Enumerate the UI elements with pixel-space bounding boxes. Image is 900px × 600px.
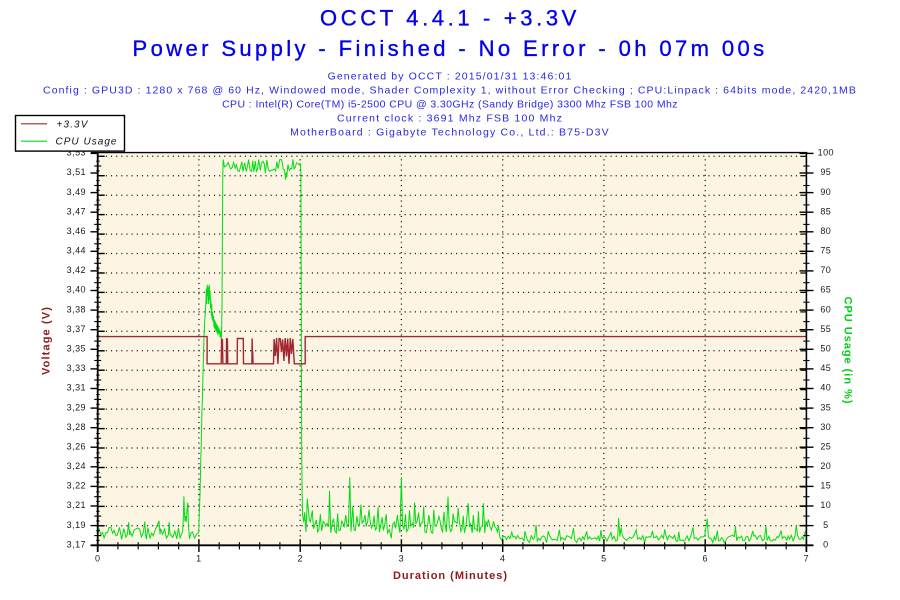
svg-text:80: 80 [820, 226, 831, 236]
svg-text:7: 7 [804, 554, 809, 564]
svg-text:20: 20 [820, 461, 831, 471]
svg-text:3,42: 3,42 [67, 265, 86, 275]
svg-text:3,49: 3,49 [67, 187, 86, 197]
svg-text:55: 55 [820, 324, 831, 334]
svg-text:3,19: 3,19 [67, 520, 86, 530]
svg-text:Power Supply - Finished - No E: Power Supply - Finished - No Error - 0h … [133, 36, 768, 61]
svg-text:85: 85 [820, 206, 831, 216]
svg-text:95: 95 [820, 167, 831, 177]
svg-text:3,21: 3,21 [67, 500, 86, 510]
svg-text:Config : GPU3D : 1280 x 768 @: Config : GPU3D : 1280 x 768 @ 60 Hz, Win… [43, 85, 857, 97]
svg-text:Duration (Minutes): Duration (Minutes) [393, 570, 508, 582]
svg-text:30: 30 [820, 422, 831, 432]
svg-text:3,28: 3,28 [67, 422, 86, 432]
svg-text:3,44: 3,44 [67, 246, 86, 256]
svg-text:6: 6 [702, 554, 707, 564]
svg-text:5: 5 [601, 554, 606, 564]
svg-text:3,35: 3,35 [67, 344, 86, 354]
svg-text:35: 35 [820, 402, 831, 412]
svg-text:2: 2 [297, 554, 302, 564]
svg-text:3,33: 3,33 [67, 363, 86, 373]
svg-text:Generated by OCCT : 2015/01/31: Generated by OCCT : 2015/01/31 13:46:01 [328, 71, 573, 83]
svg-text:CPU Usage (in %): CPU Usage (in %) [841, 297, 853, 405]
svg-text:+3.3V: +3.3V [57, 119, 89, 130]
svg-text:3,47: 3,47 [67, 206, 86, 216]
svg-text:3,26: 3,26 [67, 441, 86, 451]
svg-text:3,46: 3,46 [67, 226, 86, 236]
svg-text:0: 0 [95, 554, 100, 564]
svg-text:10: 10 [820, 500, 831, 510]
svg-text:3,53: 3,53 [67, 148, 86, 158]
svg-text:MotherBoard : Gigabyte Technol: MotherBoard : Gigabyte Technology Co., L… [290, 127, 610, 139]
svg-text:3,51: 3,51 [67, 167, 86, 177]
svg-text:3,24: 3,24 [67, 461, 86, 471]
svg-text:Voltage (V): Voltage (V) [41, 306, 53, 375]
svg-text:5: 5 [823, 520, 828, 530]
svg-text:3,31: 3,31 [67, 383, 86, 393]
svg-text:CPU Usage: CPU Usage [56, 137, 118, 148]
svg-text:3: 3 [399, 554, 404, 564]
svg-text:60: 60 [820, 304, 831, 314]
svg-text:3,37: 3,37 [67, 324, 86, 334]
svg-text:100: 100 [818, 148, 834, 158]
svg-text:75: 75 [820, 246, 831, 256]
svg-text:50: 50 [820, 344, 831, 354]
svg-text:3,17: 3,17 [67, 539, 86, 549]
svg-text:4: 4 [500, 554, 505, 564]
svg-text:1: 1 [196, 554, 201, 564]
svg-text:3,29: 3,29 [67, 402, 86, 412]
svg-text:CPU : Intel(R) Core(TM) i5-250: CPU : Intel(R) Core(TM) i5-2500 CPU @ 3.… [222, 99, 678, 111]
svg-text:15: 15 [820, 481, 831, 491]
svg-text:0: 0 [823, 539, 828, 549]
svg-text:3,22: 3,22 [67, 481, 86, 491]
svg-text:90: 90 [820, 187, 831, 197]
svg-text:45: 45 [820, 363, 831, 373]
svg-text:3,38: 3,38 [67, 304, 86, 314]
svg-text:65: 65 [820, 285, 831, 295]
svg-text:40: 40 [820, 383, 831, 393]
svg-text:25: 25 [820, 441, 831, 451]
svg-text:3,40: 3,40 [67, 285, 86, 295]
svg-text:70: 70 [820, 265, 831, 275]
svg-text:OCCT 4.4.1 - +3.3V: OCCT 4.4.1 - +3.3V [320, 6, 580, 31]
svg-text:Current clock : 3691 Mhz FSB 1: Current clock : 3691 Mhz FSB 100 Mhz [337, 113, 563, 125]
